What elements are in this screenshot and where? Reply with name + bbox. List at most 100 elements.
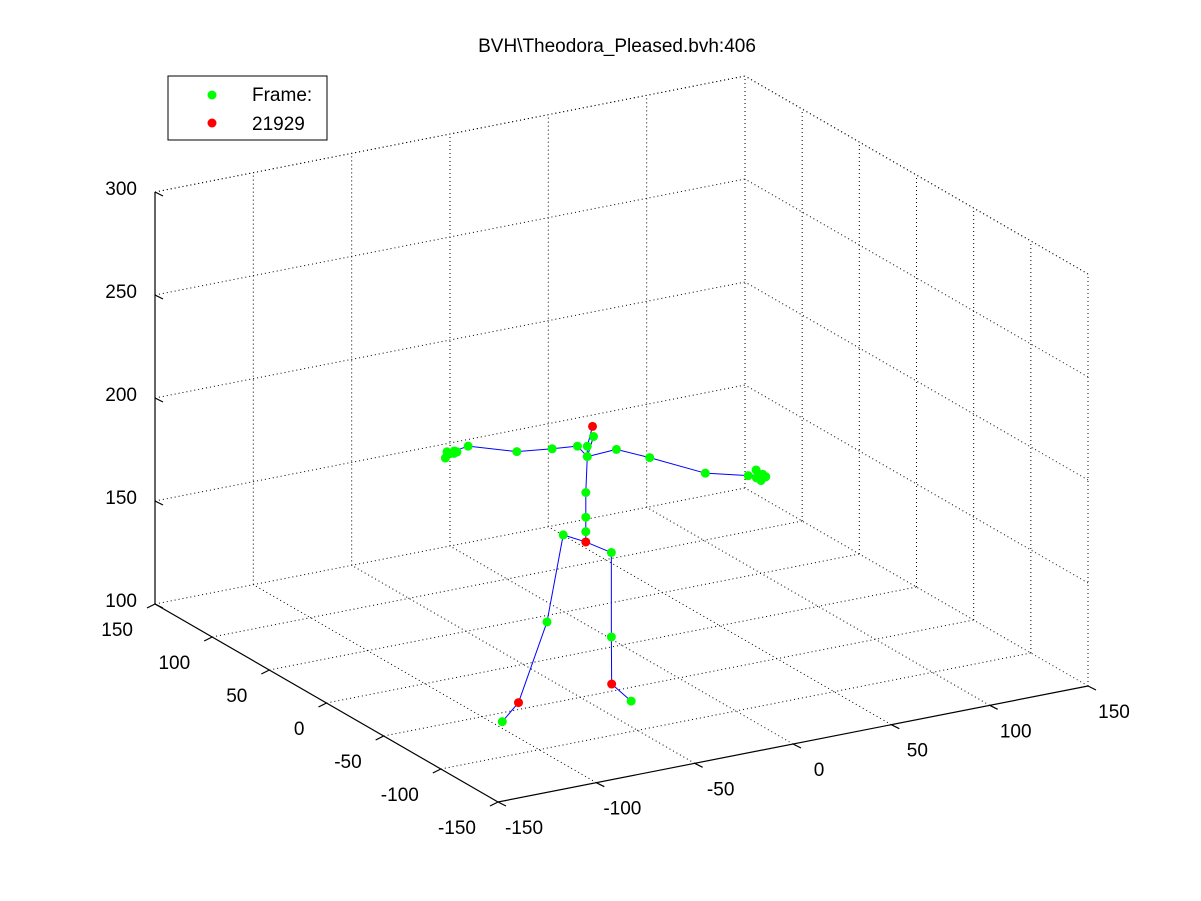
z-tick [154,397,164,403]
y-tick-label: -50 [334,752,361,773]
grid-x-floor [646,506,990,706]
x-tick-label: 150 [1098,702,1130,723]
chart-title: BVH\Theodora_Pleased.bvh:406 [478,36,756,57]
x-tick-label: 0 [814,760,825,781]
legend-label-21929: 21929 [252,114,305,135]
bone-rshoulder-relbow [516,448,553,453]
grid-z-back [154,281,746,399]
x-tick [694,762,703,768]
joint-lshoulder [645,453,655,463]
y-tick [375,735,384,741]
joint-neck [582,452,592,462]
y-tick [432,768,442,774]
bone-lcollar-lshoulder [616,448,650,459]
y-tick-label: -100 [381,785,419,806]
x-tick-label: -50 [707,779,734,800]
joint-ltoe [626,696,636,706]
grid-y-floor [326,586,917,704]
joint-spine3 [581,488,591,497]
joint-rhand5 [440,453,450,463]
joint-lhip [606,548,616,558]
joint-lcollar [611,444,621,454]
x-tick-label: -100 [603,799,641,820]
joint-rwrist [463,441,473,451]
bone-rknee-rankle [518,621,548,703]
grid-y-floor [440,652,1031,770]
joint-lhand6 [751,473,761,483]
joint-rtoe [497,717,507,727]
joint-neck2 [589,432,599,442]
joint-lankle [607,679,617,689]
joint-rankle [514,698,524,708]
axis-ticks: -150 -100 -50 0 50 100 150 -150 -100 -50 0 50 100 150… [101,179,1130,839]
y-tick [203,636,213,642]
skeleton-joints [440,421,771,727]
z-tick [154,294,164,300]
x-tick-label: -150 [505,818,543,839]
joint-relbow [512,447,522,457]
y-tick [261,669,270,675]
z-tick [154,500,164,506]
joint-lhand4 [751,465,761,475]
z-tick-label: 250 [105,282,137,303]
y-tick-label: 100 [158,653,190,674]
grid-y-floor [212,520,803,638]
joint-lelbow [700,468,710,478]
y-tick-label: -150 [438,818,476,839]
y-tick [489,801,499,807]
x-tick-label: 100 [1000,721,1032,742]
joint-head [582,441,592,451]
grid-y-floor [383,619,974,737]
joint-hips [581,537,591,547]
bone-spine3-neck [585,456,588,493]
joint-rknee [542,617,552,627]
z-tick-label: 200 [105,385,137,406]
legend-marker-21929 [207,118,217,128]
joint-rcollar [572,441,582,451]
legend-marker-frame [207,90,217,100]
z-tick-label: 150 [105,488,137,509]
x-tick [1087,685,1097,691]
box-floor-back [154,487,746,605]
bone-relbow-rwrist [468,445,517,453]
joint-rshoulder [547,444,557,454]
y-tick-label: 50 [226,686,247,707]
joint-rhand6 [449,448,459,458]
legend-label-frame: Frame: [252,85,312,106]
x-tick [989,704,998,710]
grid-y-floor [269,553,860,671]
grid-z-back [154,178,746,296]
bone-neck-lcollar [587,448,617,458]
joint-lhand5 [761,472,771,482]
z-tick [154,603,164,609]
z-tick-label: 100 [105,591,137,612]
legend-box [167,75,328,141]
bone-lelbow-lwrist [705,472,749,477]
z-tick [154,191,164,197]
x-tick [596,782,605,788]
x-tick [497,801,507,807]
y-tick [146,603,156,609]
x-tick [891,724,900,730]
joint-rhip [558,530,568,540]
legend: Frame: 21929 [167,75,328,141]
joint-lwrist [743,471,753,481]
y-tick-label: 0 [294,719,305,740]
box-top-back [154,75,746,193]
y-tick-label: 150 [101,620,133,641]
joint-spine2 [581,512,591,522]
x-tick [792,743,802,749]
joint-headtop [588,421,598,431]
grid-lines [154,75,1089,784]
bone-rhip-rknee [546,534,564,623]
skeleton-bones [445,426,767,722]
bone-lshoulder-lelbow [649,457,706,474]
x-tick-label: 50 [907,741,928,762]
joint-lknee [606,632,616,642]
y-tick [318,702,327,708]
z-tick-label: 300 [105,179,137,200]
grid-z-back [154,384,746,502]
bone-hips-lhip [585,541,612,553]
joint-spine1 [581,527,591,537]
